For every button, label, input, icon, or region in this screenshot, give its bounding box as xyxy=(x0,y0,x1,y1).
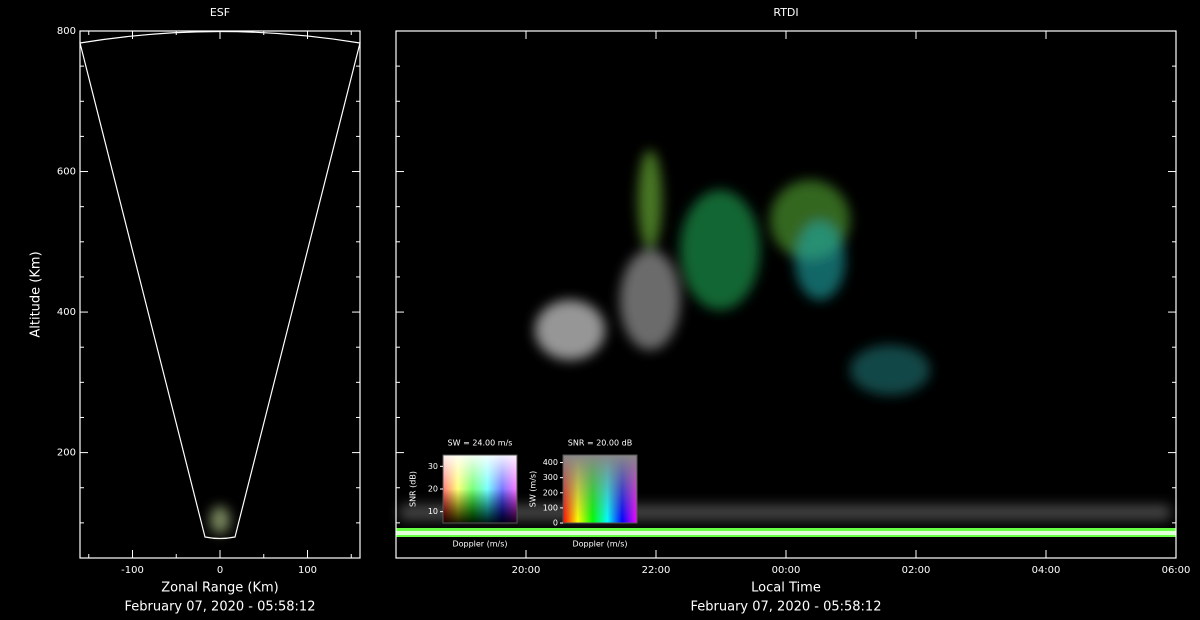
y-tick-label: 200 xyxy=(57,448,76,459)
legend-y-tick-label: 30 xyxy=(428,462,438,471)
x-tick-label: 02:00 xyxy=(902,565,931,576)
x-axis-label: Zonal Range (Km) xyxy=(161,581,278,596)
legend-title: SW = 24.00 m/s xyxy=(448,439,513,448)
y-axis-label: Altitude (Km) xyxy=(29,251,44,337)
x-tick-label: 06:00 xyxy=(1162,565,1191,576)
x-tick-label: 22:00 xyxy=(642,565,671,576)
plot-frame xyxy=(79,30,361,559)
x-axis-label: Local Time xyxy=(751,581,821,596)
legend-y-tick-label: 400 xyxy=(543,458,558,467)
footer: February 07, 2020 - 05:58:12 xyxy=(125,600,316,615)
y-tick-label: 600 xyxy=(57,167,76,178)
rtdi-band-core xyxy=(396,531,1176,535)
legend-swatch xyxy=(443,455,517,523)
x-tick-label: 00:00 xyxy=(772,565,801,576)
legend-x-label: Doppler (m/s) xyxy=(572,540,627,549)
legend-y-tick-label: 0 xyxy=(553,519,558,528)
legend-y-tick-label: 200 xyxy=(543,488,558,497)
panel-title: RTDI xyxy=(773,6,798,19)
legend-title: SNR = 20.00 dB xyxy=(568,439,632,448)
x-tick-label: -100 xyxy=(121,565,144,576)
y-tick-label: 400 xyxy=(57,307,76,318)
legend-y-tick-label: 100 xyxy=(543,503,558,512)
legend-x-label: Doppler (m/s) xyxy=(452,540,507,549)
legend-swatch xyxy=(563,455,637,523)
legend-y-label: SNR (dB) xyxy=(409,471,418,507)
legend-y-tick-label: 20 xyxy=(428,485,438,494)
panel-title: ESF xyxy=(210,6,230,19)
x-tick-label: 100 xyxy=(298,565,317,576)
legend-y-tick-label: 10 xyxy=(428,507,438,516)
x-tick-label: 20:00 xyxy=(512,565,541,576)
legend-frame xyxy=(562,454,638,524)
esf-echo xyxy=(210,506,230,534)
legend-y-label: SW (m/s) xyxy=(529,471,538,507)
esf-beam xyxy=(79,30,361,540)
y-tick-label: 800 xyxy=(57,26,76,37)
legend-y-tick-label: 300 xyxy=(543,473,558,482)
x-tick-label: 04:00 xyxy=(1032,565,1061,576)
footer: February 07, 2020 - 05:58:12 xyxy=(691,600,882,615)
x-tick-label: 0 xyxy=(217,565,223,576)
